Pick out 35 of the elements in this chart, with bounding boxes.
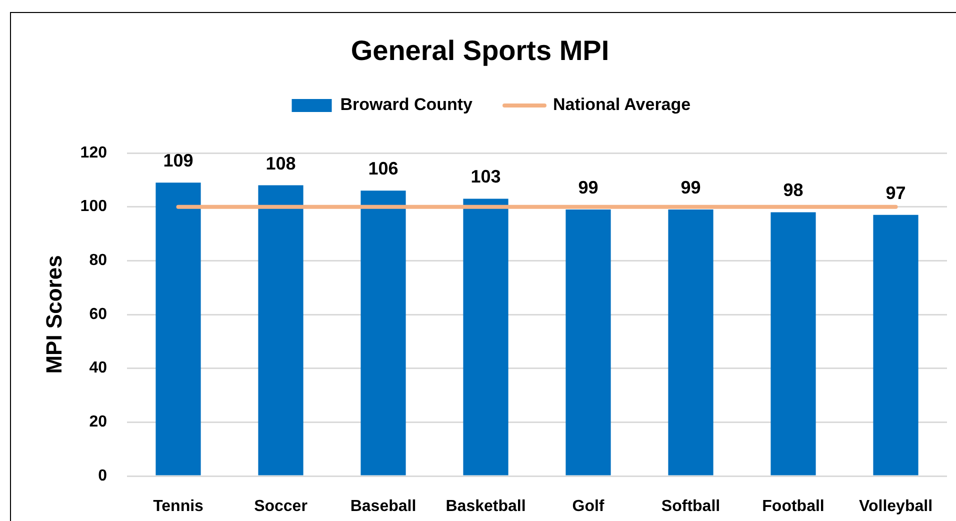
data-label: 106 [368, 158, 398, 179]
y-tick-label: 60 [89, 306, 108, 323]
x-tick-label: Golf [572, 498, 605, 516]
bar [258, 185, 304, 476]
chart-title: General Sports MPI [350, 34, 610, 68]
data-label: 99 [578, 177, 598, 198]
bar [360, 190, 406, 476]
legend-label: National Average [552, 95, 691, 114]
bar [770, 212, 816, 476]
bar [873, 214, 918, 476]
legend-label: Broward County [340, 95, 474, 114]
x-tick-label: Volleyball [858, 498, 933, 516]
bar [463, 198, 508, 476]
x-tick-label: Softball [661, 498, 720, 516]
y-tick-label: 120 [80, 144, 108, 162]
data-label: 97 [886, 182, 906, 203]
bar [668, 210, 714, 476]
y-tick-label: 80 [89, 252, 108, 270]
x-tick-label: Soccer [254, 498, 308, 516]
data-label: 109 [163, 150, 194, 171]
data-label: 103 [470, 166, 501, 187]
x-tick-label: Basketball [446, 498, 526, 516]
data-label: 98 [783, 180, 804, 200]
data-label: 108 [266, 153, 296, 174]
data-label: 99 [680, 177, 701, 198]
x-tick-label: Baseball [350, 498, 416, 516]
y-tick-label: 100 [80, 198, 108, 216]
y-tick-label: 40 [89, 360, 108, 377]
y-axis-title: MPI Scores [41, 255, 66, 374]
y-tick-label: 0 [98, 467, 108, 484]
bar [566, 210, 611, 476]
x-tick-label: Tennis [153, 498, 204, 516]
x-tick-label: Football [762, 498, 824, 516]
y-tick-label: 20 [89, 414, 108, 431]
bar [156, 182, 201, 476]
